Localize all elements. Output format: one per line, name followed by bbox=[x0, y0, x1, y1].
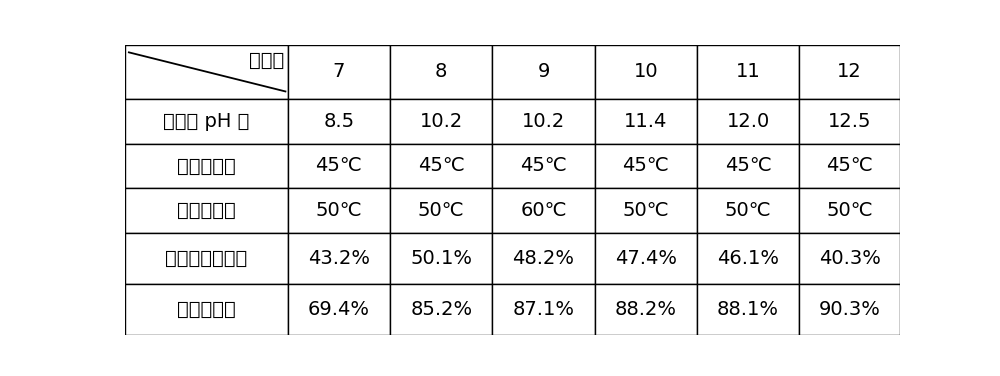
Bar bbox=[595, 188, 697, 233]
Text: 11: 11 bbox=[736, 62, 760, 81]
Text: 50℃: 50℃ bbox=[622, 202, 669, 220]
Bar bbox=[595, 45, 697, 99]
Text: 50℃: 50℃ bbox=[826, 202, 873, 220]
Bar bbox=[125, 233, 288, 284]
Text: 上样液温度: 上样液温度 bbox=[177, 156, 236, 176]
Bar bbox=[595, 99, 697, 144]
Text: 88.2%: 88.2% bbox=[615, 300, 677, 319]
Text: 45℃: 45℃ bbox=[418, 156, 465, 176]
Bar bbox=[390, 284, 492, 335]
Bar bbox=[492, 284, 595, 335]
Bar bbox=[595, 144, 697, 188]
Text: 10.2: 10.2 bbox=[420, 112, 463, 130]
Text: 50℃: 50℃ bbox=[418, 202, 465, 220]
Bar bbox=[390, 233, 492, 284]
Bar bbox=[697, 144, 799, 188]
Bar bbox=[492, 45, 595, 99]
Text: 46.1%: 46.1% bbox=[717, 249, 779, 268]
Text: 40.3%: 40.3% bbox=[819, 249, 881, 268]
Bar bbox=[697, 45, 799, 99]
Text: 10: 10 bbox=[633, 62, 658, 81]
Text: 48.2%: 48.2% bbox=[512, 249, 574, 268]
Bar bbox=[288, 233, 390, 284]
Text: 10.2: 10.2 bbox=[522, 112, 565, 130]
Bar bbox=[288, 284, 390, 335]
Bar bbox=[697, 188, 799, 233]
Text: 45℃: 45℃ bbox=[520, 156, 567, 176]
Bar bbox=[799, 144, 900, 188]
Text: 88.1%: 88.1% bbox=[717, 300, 779, 319]
Text: 45℃: 45℃ bbox=[316, 156, 362, 176]
Text: 此步骤收率: 此步骤收率 bbox=[177, 300, 236, 319]
Bar bbox=[125, 188, 288, 233]
Bar bbox=[390, 45, 492, 99]
Bar bbox=[697, 233, 799, 284]
Bar bbox=[288, 144, 390, 188]
Text: 11.4: 11.4 bbox=[624, 112, 667, 130]
Text: 12: 12 bbox=[837, 62, 862, 81]
Bar bbox=[125, 144, 288, 188]
Bar bbox=[390, 144, 492, 188]
Text: 45℃: 45℃ bbox=[826, 156, 873, 176]
Text: 50.1%: 50.1% bbox=[410, 249, 472, 268]
Bar bbox=[799, 188, 900, 233]
Bar bbox=[288, 188, 390, 233]
Bar bbox=[125, 99, 288, 144]
Bar bbox=[288, 45, 390, 99]
Text: 12.5: 12.5 bbox=[828, 112, 871, 130]
Text: 流动相 pH 值: 流动相 pH 值 bbox=[163, 112, 250, 130]
Bar bbox=[492, 99, 595, 144]
Text: 8: 8 bbox=[435, 62, 447, 81]
Text: 7: 7 bbox=[333, 62, 345, 81]
Bar bbox=[288, 99, 390, 144]
Bar bbox=[492, 188, 595, 233]
Text: 8.5: 8.5 bbox=[323, 112, 354, 130]
Bar bbox=[595, 233, 697, 284]
Bar bbox=[799, 233, 900, 284]
Text: 47.4%: 47.4% bbox=[615, 249, 677, 268]
Text: 12.0: 12.0 bbox=[726, 112, 770, 130]
Text: 实验例: 实验例 bbox=[249, 51, 284, 70]
Text: 此步骤样品纯度: 此步骤样品纯度 bbox=[165, 249, 248, 268]
Bar bbox=[390, 188, 492, 233]
Bar bbox=[697, 99, 799, 144]
Text: 45℃: 45℃ bbox=[725, 156, 771, 176]
Text: 50℃: 50℃ bbox=[316, 202, 362, 220]
Text: 50℃: 50℃ bbox=[725, 202, 771, 220]
Text: 69.4%: 69.4% bbox=[308, 300, 370, 319]
Bar bbox=[799, 99, 900, 144]
Bar bbox=[492, 233, 595, 284]
Text: 9: 9 bbox=[537, 62, 550, 81]
Bar bbox=[492, 144, 595, 188]
Bar bbox=[125, 284, 288, 335]
Text: 45℃: 45℃ bbox=[622, 156, 669, 176]
Bar bbox=[697, 284, 799, 335]
Text: 洗脱液温度: 洗脱液温度 bbox=[177, 202, 236, 220]
Text: 60℃: 60℃ bbox=[520, 202, 567, 220]
Bar bbox=[799, 284, 900, 335]
Text: 43.2%: 43.2% bbox=[308, 249, 370, 268]
Text: 90.3%: 90.3% bbox=[819, 300, 881, 319]
Bar bbox=[125, 45, 288, 99]
Bar bbox=[799, 45, 900, 99]
Bar bbox=[595, 284, 697, 335]
Text: 85.2%: 85.2% bbox=[410, 300, 472, 319]
Text: 87.1%: 87.1% bbox=[512, 300, 574, 319]
Bar bbox=[390, 99, 492, 144]
